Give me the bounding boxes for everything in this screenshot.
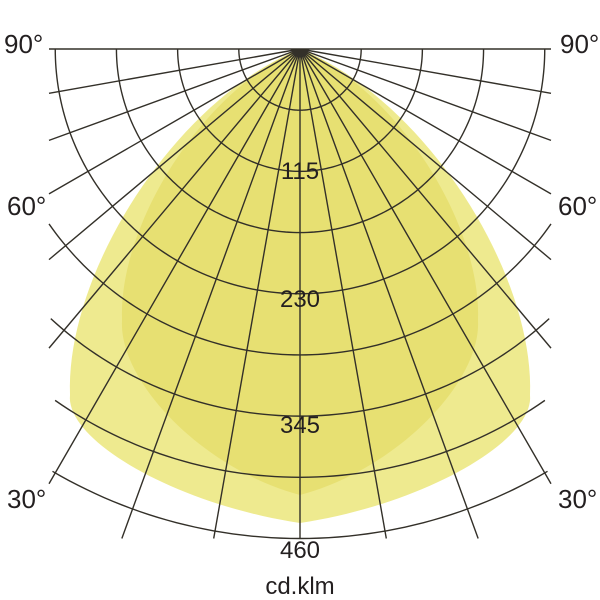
- svg-text:460: 460: [280, 537, 320, 564]
- svg-text:115: 115: [281, 158, 319, 185]
- svg-text:30°: 30°: [558, 484, 597, 514]
- svg-text:230: 230: [280, 286, 320, 313]
- svg-text:30°: 30°: [7, 484, 46, 514]
- svg-text:cd.klm: cd.klm: [265, 573, 334, 600]
- svg-text:60°: 60°: [7, 191, 46, 221]
- svg-text:90°: 90°: [4, 29, 43, 59]
- svg-text:90°: 90°: [560, 29, 599, 59]
- svg-text:60°: 60°: [558, 191, 597, 221]
- svg-text:345: 345: [280, 412, 320, 439]
